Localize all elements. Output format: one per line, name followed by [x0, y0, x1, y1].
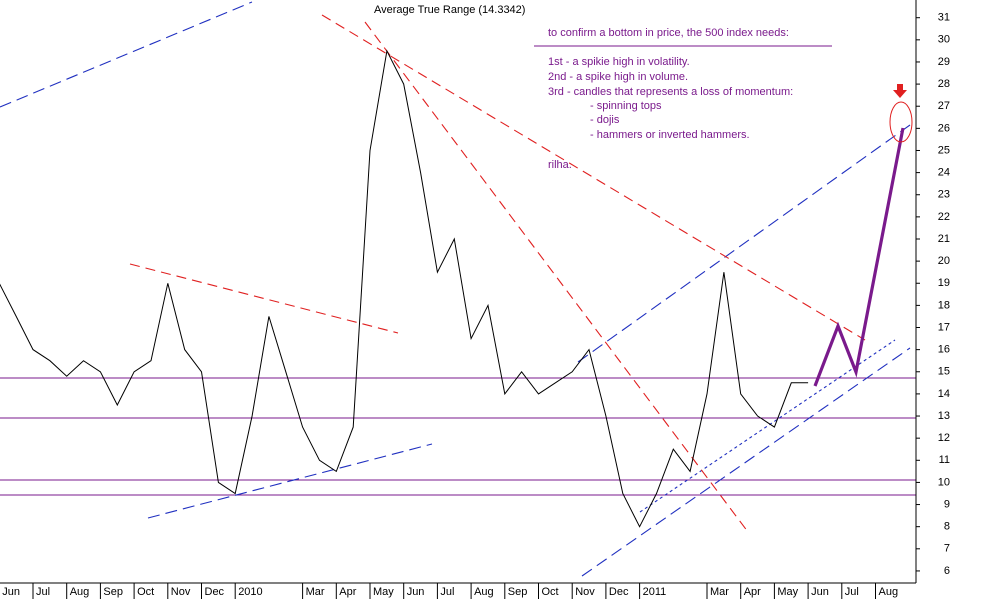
trend-line	[147, 443, 433, 519]
trend-line	[581, 347, 911, 577]
x-tick-label: Aug	[474, 586, 494, 598]
y-tick-label: 7	[944, 543, 950, 555]
x-tick-label: Jul	[440, 586, 454, 598]
annotation: 3rd - candles that represents a loss of …	[548, 86, 793, 98]
y-tick-label: 18	[938, 299, 950, 311]
y-tick-label: 20	[938, 255, 950, 267]
trend-line	[129, 263, 399, 334]
x-tick-label: Mar	[306, 586, 325, 598]
atr-line	[0, 49, 809, 528]
x-tick-label: Nov	[171, 586, 191, 598]
x-tick-label: May	[373, 586, 394, 598]
y-tick-label: 26	[938, 122, 950, 134]
y-tick-label: 6	[944, 565, 950, 577]
support-lines	[0, 377, 916, 496]
x-tick-label: Oct	[542, 586, 559, 598]
y-tick-label: 23	[938, 189, 950, 201]
trend-line	[577, 124, 911, 363]
y-tick-label: 13	[938, 410, 950, 422]
annotation: - spinning tops	[590, 100, 662, 112]
y-tick-label: 19	[938, 277, 950, 289]
target-ellipse	[889, 101, 913, 143]
trend-lines	[0, 1, 911, 577]
x-tick-label: Aug	[70, 586, 90, 598]
x-tick-label: Oct	[137, 586, 154, 598]
arrow	[893, 84, 907, 98]
x-tick-label: Jun	[407, 586, 425, 598]
y-tick-label: 21	[938, 233, 950, 245]
x-tick-label: Apr	[339, 586, 356, 598]
y-tick-label: 29	[938, 56, 950, 68]
y-tick-label: 22	[938, 211, 950, 223]
x-tick-label: Jul	[36, 586, 50, 598]
annotation: 2nd - a spike high in volume.	[548, 71, 688, 83]
x-tick-label: Sep	[103, 586, 123, 598]
annotation: - dojis	[590, 114, 620, 126]
y-tick-label: 27	[938, 100, 950, 112]
x-tick-label: Sep	[508, 586, 528, 598]
trend-line	[0, 1, 253, 108]
y-tick-label: 30	[938, 34, 950, 46]
x-tick-label: Jun	[811, 586, 829, 598]
y-tick-label: 28	[938, 78, 950, 90]
y-tick-label: 8	[944, 521, 950, 533]
x-tick-label: Jun	[2, 586, 20, 598]
x-tick-label: 2011	[643, 586, 667, 598]
y-tick-label: 9	[944, 498, 950, 510]
y-tick-label: 12	[938, 432, 950, 444]
x-tick-label: Aug	[879, 586, 899, 598]
y-tick-label: 14	[938, 388, 950, 400]
x-tick-label: Apr	[744, 586, 761, 598]
x-tick-label: Dec	[205, 586, 225, 598]
x-tick-label: Jul	[845, 586, 859, 598]
x-tick-label: Dec	[609, 586, 629, 598]
y-tick-label: 25	[938, 144, 950, 156]
trend-line	[321, 14, 866, 341]
y-tick-label: 31	[938, 12, 950, 24]
annotation: rilha.	[548, 159, 572, 171]
projection-line	[813, 127, 905, 387]
y-tick-label: 16	[938, 344, 950, 356]
y-tick-label: 24	[938, 167, 950, 179]
x-tick-label: May	[777, 586, 798, 598]
x-tick-label: Nov	[575, 586, 595, 598]
trend-line	[364, 21, 749, 533]
x-tick-label: 2010	[238, 586, 262, 598]
y-tick-label: 15	[938, 366, 950, 378]
annotation: - hammers or inverted hammers.	[590, 129, 750, 141]
y-tick-label: 11	[939, 454, 950, 466]
annotation: to confirm a bottom in price, the 500 in…	[548, 27, 789, 39]
x-tick-label: Mar	[710, 586, 729, 598]
chart-title: Average True Range (14.3342)	[374, 4, 525, 16]
y-tick-label: 17	[938, 321, 950, 333]
annotation: 1st - a spikie high in volatility.	[548, 56, 690, 68]
y-tick-label: 10	[938, 476, 950, 488]
